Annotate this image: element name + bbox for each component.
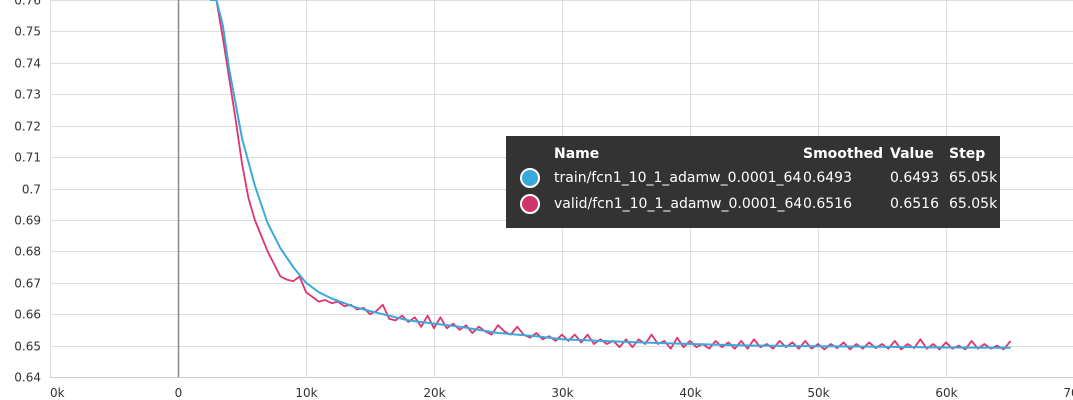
tooltip-row-step: 65.05k [949, 196, 998, 212]
tooltip-header-name: Name [554, 146, 600, 162]
series-lines[interactable] [210, 0, 1012, 351]
y-tick-label: 0.71 [14, 151, 41, 165]
x-tick-label: 10k [295, 386, 317, 400]
tooltip-header-smoothed: Smoothed [803, 146, 884, 162]
tooltip-row-train: train/fcn1_10_1_adamw_0.0001_64 0.6493 0… [506, 166, 1000, 190]
y-tick-label: 0.69 [14, 214, 41, 228]
train-series-line[interactable] [210, 0, 1011, 349]
x-tick-label: 0 [175, 386, 183, 400]
y-tick-label: 0.75 [14, 25, 41, 39]
y-axis: 0.64 0.65 0.66 0.67 0.68 0.69 0.7 0.71 0.72 0.73 0… [14, 0, 41, 385]
y-tick-label: 0.65 [14, 340, 41, 354]
y-tick-label: 0.76 [14, 0, 41, 8]
x-tick-label: 50k [807, 386, 829, 400]
tooltip-row-name: train/fcn1_10_1_adamw_0.0001_64 [554, 170, 802, 186]
tooltip-row-name: valid/fcn1_10_1_adamw_0.0001_64 [554, 196, 803, 212]
tooltip-header-value: Value [890, 146, 934, 162]
x-tick-label: 70k [1063, 386, 1073, 400]
x-axis: 0k 0 10k 20k 30k 40k 50k 60k 70k [50, 386, 1073, 400]
x-tick-label: 0k [50, 386, 65, 400]
tooltip-row-smoothed: 0.6516 [803, 196, 852, 212]
tooltip-row-value: 0.6493 [890, 170, 939, 186]
tooltip-row-value: 0.6516 [890, 196, 939, 212]
tooltip-row-smoothed: 0.6493 [803, 170, 852, 186]
tooltip-row-valid: valid/fcn1_10_1_adamw_0.0001_64 0.6516 0… [506, 192, 1000, 216]
y-tick-label: 0.72 [14, 120, 41, 134]
y-tick-label: 0.67 [14, 277, 41, 291]
tooltip-header-step: Step [949, 146, 986, 162]
x-tick-label: 60k [935, 386, 957, 400]
tooltip-header: Name Smoothed Value Step [506, 142, 1000, 166]
y-tick-label: 0.7 [22, 183, 41, 197]
valid-series-swatch [520, 194, 540, 214]
y-tick-label: 0.68 [14, 245, 41, 259]
x-tick-label: 40k [679, 386, 701, 400]
train-series-swatch [520, 168, 540, 188]
y-tick-label: 0.74 [14, 57, 41, 71]
y-tick-label: 0.73 [14, 88, 41, 102]
x-tick-label: 20k [423, 386, 445, 400]
tooltip-row-step: 65.05k [949, 170, 998, 186]
y-tick-label: 0.64 [14, 371, 41, 385]
hover-tooltip: Name Smoothed Value Step train/fcn1_10_1… [506, 136, 1000, 228]
y-tick-label: 0.66 [14, 308, 41, 322]
x-tick-label: 30k [551, 386, 573, 400]
